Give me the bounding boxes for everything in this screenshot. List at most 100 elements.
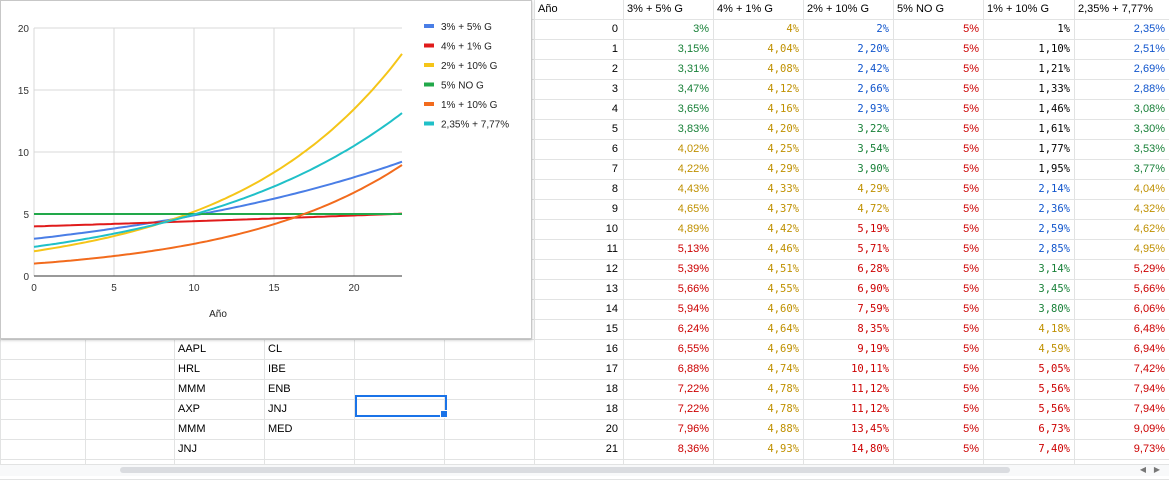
ticker-cell[interactable]: AXP <box>178 403 201 415</box>
percent-cell[interactable]: 6,73% <box>1038 423 1070 435</box>
percent-cell[interactable]: 5,56% <box>1038 403 1070 415</box>
year-cell[interactable]: 16 <box>605 343 618 355</box>
percent-cell[interactable]: 4,33% <box>767 183 799 195</box>
year-cell[interactable]: 17 <box>605 363 618 375</box>
selected-cell[interactable] <box>355 395 447 417</box>
header-cell[interactable]: 5% NO G <box>897 3 945 15</box>
percent-cell[interactable]: 1,10% <box>1038 43 1070 55</box>
percent-cell[interactable]: 4,20% <box>767 123 799 135</box>
percent-cell[interactable]: 5% <box>963 263 979 275</box>
percent-cell[interactable]: 5% <box>963 423 979 435</box>
ticker-cell[interactable]: AAPL <box>178 343 207 355</box>
percent-cell[interactable]: 2% <box>876 23 889 35</box>
percent-cell[interactable]: 4,95% <box>1133 243 1165 255</box>
percent-cell[interactable]: 7,94% <box>1133 383 1165 395</box>
percent-cell[interactable]: 2,35% <box>1133 23 1165 35</box>
percent-cell[interactable]: 1,46% <box>1038 103 1070 115</box>
header-cell[interactable]: 3% + 5% G <box>627 3 683 15</box>
percent-cell[interactable]: 4,18% <box>1038 323 1070 335</box>
percent-cell[interactable]: 2,66% <box>857 83 889 95</box>
percent-cell[interactable]: 7,59% <box>857 303 889 315</box>
percent-cell[interactable]: 6,28% <box>857 263 889 275</box>
percent-cell[interactable]: 2,20% <box>857 43 889 55</box>
ticker-cell[interactable]: JNJ <box>178 443 197 455</box>
year-cell[interactable]: 4 <box>611 103 618 115</box>
percent-cell[interactable]: 4,78% <box>767 383 799 395</box>
percent-cell[interactable]: 4,65% <box>677 203 709 215</box>
year-cell[interactable]: 9 <box>611 203 618 215</box>
percent-cell[interactable]: 2,36% <box>1038 203 1070 215</box>
ticker-cell[interactable]: ENB <box>268 383 291 395</box>
percent-cell[interactable]: 3,65% <box>677 103 709 115</box>
percent-cell[interactable]: 5% <box>963 343 979 355</box>
percent-cell[interactable]: 4,55% <box>767 283 799 295</box>
percent-cell[interactable]: 1,21% <box>1038 63 1070 75</box>
year-cell[interactable]: 15 <box>605 323 618 335</box>
year-cell[interactable]: 13 <box>605 283 618 295</box>
header-year[interactable]: Año <box>538 3 558 15</box>
percent-cell[interactable]: 4,08% <box>767 63 799 75</box>
year-cell[interactable]: 7 <box>611 163 618 175</box>
percent-cell[interactable]: 3,14% <box>1038 263 1070 275</box>
percent-cell[interactable]: 1,33% <box>1038 83 1070 95</box>
percent-cell[interactable]: 5% <box>963 83 979 95</box>
percent-cell[interactable]: 5,94% <box>677 303 709 315</box>
percent-cell[interactable]: 5% <box>963 223 979 235</box>
percent-cell[interactable]: 4,88% <box>767 423 799 435</box>
percent-cell[interactable]: 5% <box>963 303 979 315</box>
percent-cell[interactable]: 8,36% <box>677 443 709 455</box>
percent-cell[interactable]: 5% <box>963 23 979 35</box>
percent-cell[interactable]: 5% <box>963 383 979 395</box>
percent-cell[interactable]: 2,51% <box>1133 43 1165 55</box>
percent-cell[interactable]: 4,16% <box>767 103 799 115</box>
year-cell[interactable]: 11 <box>606 243 618 255</box>
percent-cell[interactable]: 5% <box>963 363 979 375</box>
percent-cell[interactable]: 5,66% <box>677 283 709 295</box>
line-chart[interactable]: 0 5 10 15 20 0 5 10 15 20 Año 3% + 5% G 4% + 1% G 2% … <box>0 0 532 339</box>
year-cell[interactable]: 3 <box>611 83 618 95</box>
percent-cell[interactable]: 7,22% <box>677 383 709 395</box>
percent-cell[interactable]: 6,88% <box>677 363 709 375</box>
percent-cell[interactable]: 4,25% <box>767 143 799 155</box>
percent-cell[interactable]: 10,11% <box>851 363 889 375</box>
scroll-right-icon[interactable]: ▶ <box>1153 465 1161 474</box>
ticker-cell[interactable]: MMM <box>178 423 206 435</box>
percent-cell[interactable]: 7,22% <box>677 403 709 415</box>
percent-cell[interactable]: 5,66% <box>1133 283 1165 295</box>
percent-cell[interactable]: 2,85% <box>1038 243 1070 255</box>
percent-cell[interactable]: 5,56% <box>1038 383 1070 395</box>
scrollbar-thumb[interactable] <box>120 467 1010 473</box>
percent-cell[interactable]: 4,12% <box>767 83 799 95</box>
percent-cell[interactable]: 5% <box>963 203 979 215</box>
percent-cell[interactable]: 2,14% <box>1038 183 1070 195</box>
percent-cell[interactable]: 3,31% <box>677 63 709 75</box>
percent-cell[interactable]: 3,80% <box>1038 303 1070 315</box>
percent-cell[interactable]: 11,12% <box>851 403 889 415</box>
percent-cell[interactable]: 2,93% <box>857 103 889 115</box>
percent-cell[interactable]: 4,22% <box>677 163 709 175</box>
percent-cell[interactable]: 4,43% <box>677 183 709 195</box>
percent-cell[interactable]: 4,04% <box>767 43 799 55</box>
percent-cell[interactable]: 4,93% <box>767 443 799 455</box>
percent-cell[interactable]: 4,59% <box>1038 343 1070 355</box>
percent-cell[interactable]: 5% <box>963 283 979 295</box>
percent-cell[interactable]: 4,37% <box>767 203 799 215</box>
percent-cell[interactable]: 6,94% <box>1133 343 1165 355</box>
percent-cell[interactable]: 5% <box>963 103 979 115</box>
percent-cell[interactable]: 2,59% <box>1038 223 1070 235</box>
percent-cell[interactable]: 5,29% <box>1133 263 1165 275</box>
percent-cell[interactable]: 3,53% <box>1133 143 1165 155</box>
percent-cell[interactable]: 5% <box>963 243 979 255</box>
percent-cell[interactable]: 8,35% <box>857 323 889 335</box>
percent-cell[interactable]: 4,62% <box>1133 223 1165 235</box>
year-cell[interactable]: 18 <box>605 403 618 415</box>
percent-cell[interactable]: 6,48% <box>1133 323 1165 335</box>
percent-cell[interactable]: 9,73% <box>1133 443 1165 455</box>
percent-cell[interactable]: 3,47% <box>677 83 709 95</box>
percent-cell[interactable]: 4,64% <box>767 323 799 335</box>
ticker-cell[interactable]: MED <box>268 423 293 435</box>
percent-cell[interactable]: 5% <box>963 403 979 415</box>
percent-cell[interactable]: 6,90% <box>857 283 889 295</box>
percent-cell[interactable]: 5% <box>963 63 979 75</box>
